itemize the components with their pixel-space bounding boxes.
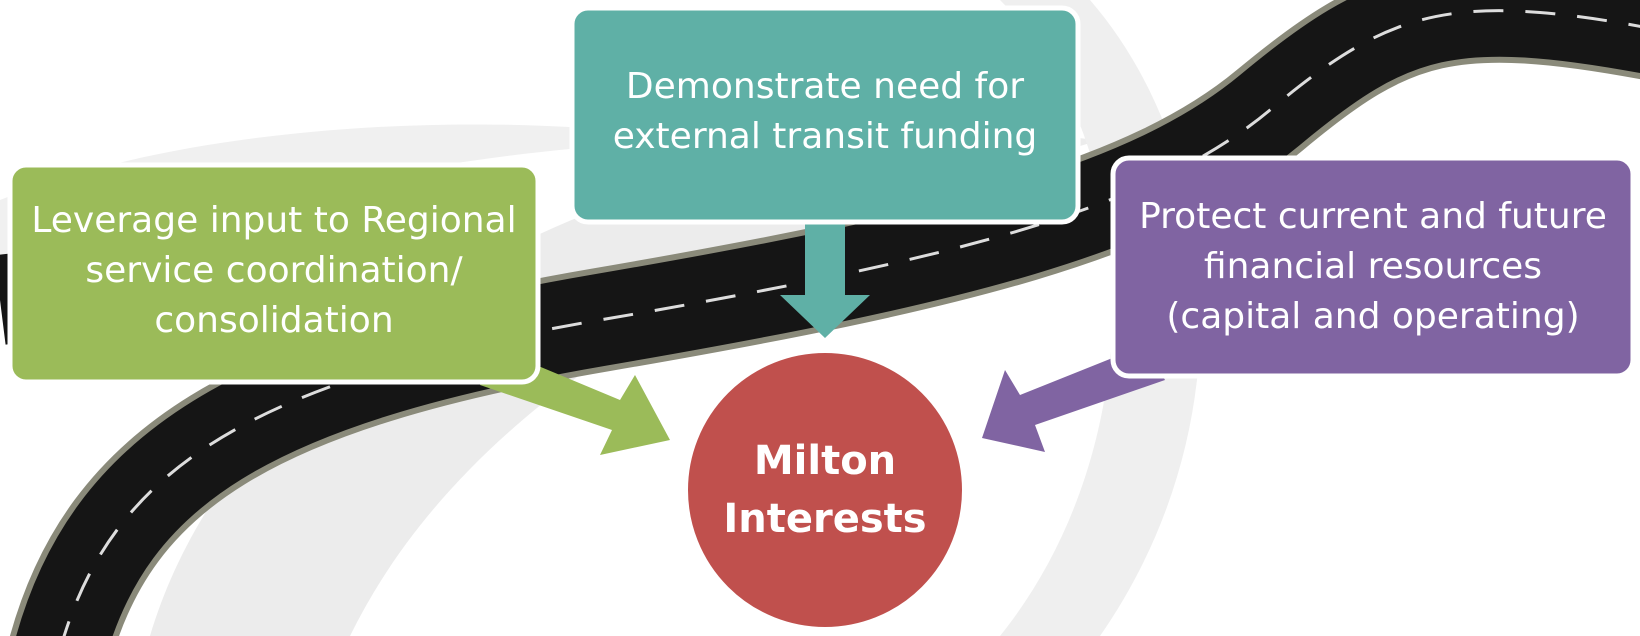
node-left: Leverage input to Regional service coord… xyxy=(10,165,538,382)
node-text: Milton xyxy=(754,438,896,484)
diagram: Demonstrate need for external transit fu… xyxy=(0,0,1640,636)
page: Demonstrate need for external transit fu… xyxy=(0,0,1640,636)
node-text: service coordination/ xyxy=(85,250,463,291)
node-text: Leverage input to Regional xyxy=(31,200,516,241)
node-top: Demonstrate need for external transit fu… xyxy=(572,8,1078,222)
node-right: Protect current and future financial res… xyxy=(1113,158,1633,376)
node-text: Demonstrate need for xyxy=(626,66,1024,107)
node-text: consolidation xyxy=(154,300,393,341)
node-text: Interests xyxy=(723,496,926,542)
node-text: external transit funding xyxy=(613,116,1038,157)
node-center: Milton Interests xyxy=(685,350,965,630)
node-text: (capital and operating) xyxy=(1166,296,1579,337)
node-text: financial resources xyxy=(1204,246,1542,287)
node-text: Protect current and future xyxy=(1139,196,1607,237)
